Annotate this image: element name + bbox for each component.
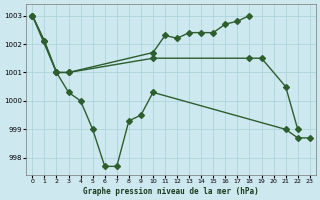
X-axis label: Graphe pression niveau de la mer (hPa): Graphe pression niveau de la mer (hPa) [83, 187, 259, 196]
